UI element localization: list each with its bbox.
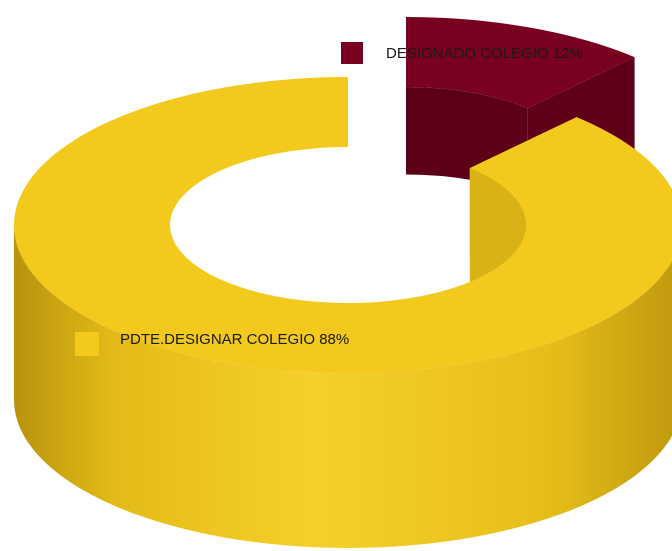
legend-label-designado: DESIGNADO COLEGIO 12% <box>386 45 583 62</box>
legend-swatch-pdte <box>75 332 99 356</box>
donut-top-layer <box>14 17 672 373</box>
legend-label-pdte: PDTE.DESIGNAR COLEGIO 88% <box>120 331 349 348</box>
slice-designado-top <box>406 17 635 109</box>
slice-pdte-outer-wall <box>14 225 672 548</box>
legend-swatch-designado <box>341 42 363 64</box>
slice-pdte-top <box>14 77 672 373</box>
legend: DESIGNADO COLEGIO 12% PDTE.DESIGNAR COLE… <box>75 42 583 356</box>
